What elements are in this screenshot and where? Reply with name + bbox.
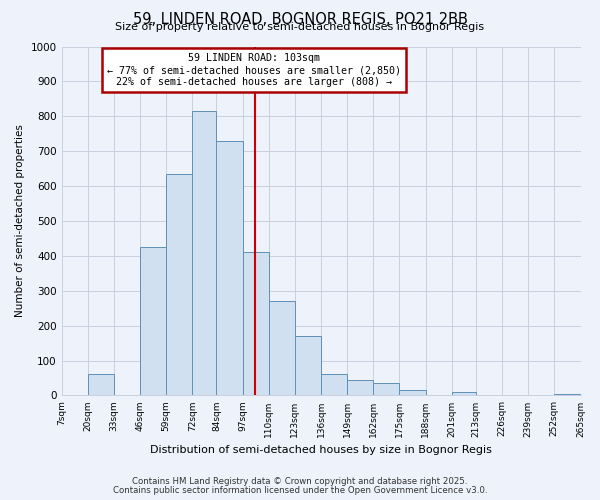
Text: 59, LINDEN ROAD, BOGNOR REGIS, PO21 2BB: 59, LINDEN ROAD, BOGNOR REGIS, PO21 2BB xyxy=(133,12,467,28)
Bar xyxy=(88,374,114,396)
Bar xyxy=(217,140,242,396)
Text: Size of property relative to semi-detached houses in Bognor Regis: Size of property relative to semi-detach… xyxy=(115,22,485,32)
Bar xyxy=(269,301,295,396)
Text: 59 LINDEN ROAD: 103sqm
← 77% of semi-detached houses are smaller (2,850)
22% of : 59 LINDEN ROAD: 103sqm ← 77% of semi-det… xyxy=(107,54,401,86)
Bar xyxy=(295,336,321,396)
Bar xyxy=(554,394,580,396)
X-axis label: Distribution of semi-detached houses by size in Bognor Regis: Distribution of semi-detached houses by … xyxy=(150,445,492,455)
Text: Contains public sector information licensed under the Open Government Licence v3: Contains public sector information licen… xyxy=(113,486,487,495)
Bar xyxy=(166,174,192,396)
Y-axis label: Number of semi-detached properties: Number of semi-detached properties xyxy=(15,124,25,318)
Text: Contains HM Land Registry data © Crown copyright and database right 2025.: Contains HM Land Registry data © Crown c… xyxy=(132,477,468,486)
Bar xyxy=(452,392,476,396)
Bar xyxy=(242,252,269,396)
Bar xyxy=(140,247,166,396)
Bar xyxy=(373,383,400,396)
Bar xyxy=(400,390,425,396)
Bar xyxy=(192,111,217,396)
Bar xyxy=(347,380,373,396)
Bar xyxy=(321,374,347,396)
